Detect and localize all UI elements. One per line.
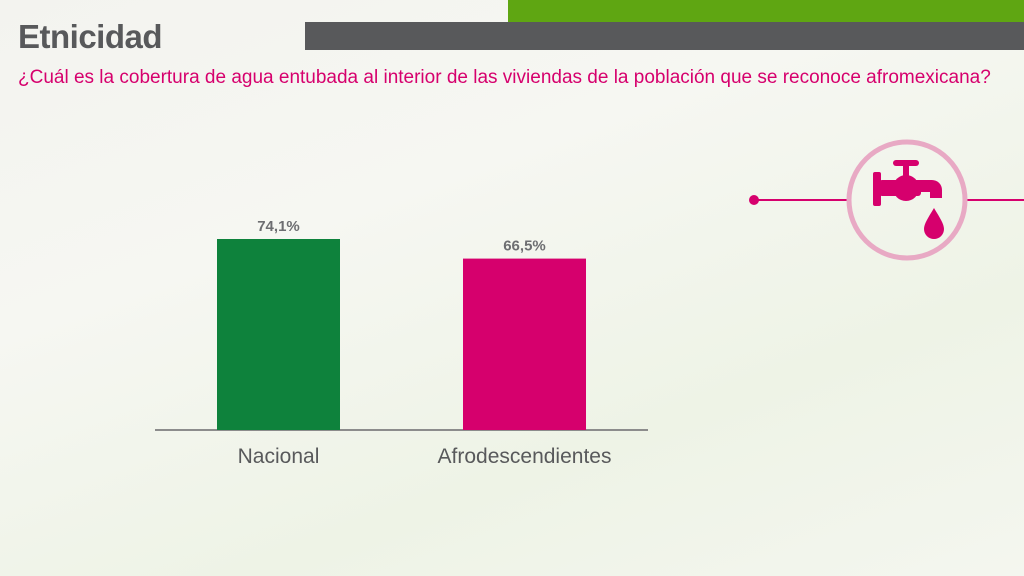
water-drop-icon [924, 208, 944, 239]
header-accent-bar-green [508, 0, 1024, 22]
bar-nacional [217, 239, 340, 430]
header-accent-bar-gray [305, 22, 1024, 50]
faucet-icon [873, 160, 942, 206]
category-label-afrodescendientes: Afrodescendientes [438, 445, 612, 468]
value-label-nacional: 74,1% [257, 218, 300, 235]
connector-line [749, 195, 1024, 205]
category-label-nacional: Nacional [238, 445, 320, 468]
icon-ring [846, 139, 968, 261]
bar-afrodescendientes [463, 258, 586, 430]
question-subtitle: ¿Cuál es la cobertura de agua entubada a… [18, 67, 991, 88]
value-label-afrodescendientes: 66,5% [503, 238, 546, 255]
page-title: Etnicidad [18, 18, 163, 55]
